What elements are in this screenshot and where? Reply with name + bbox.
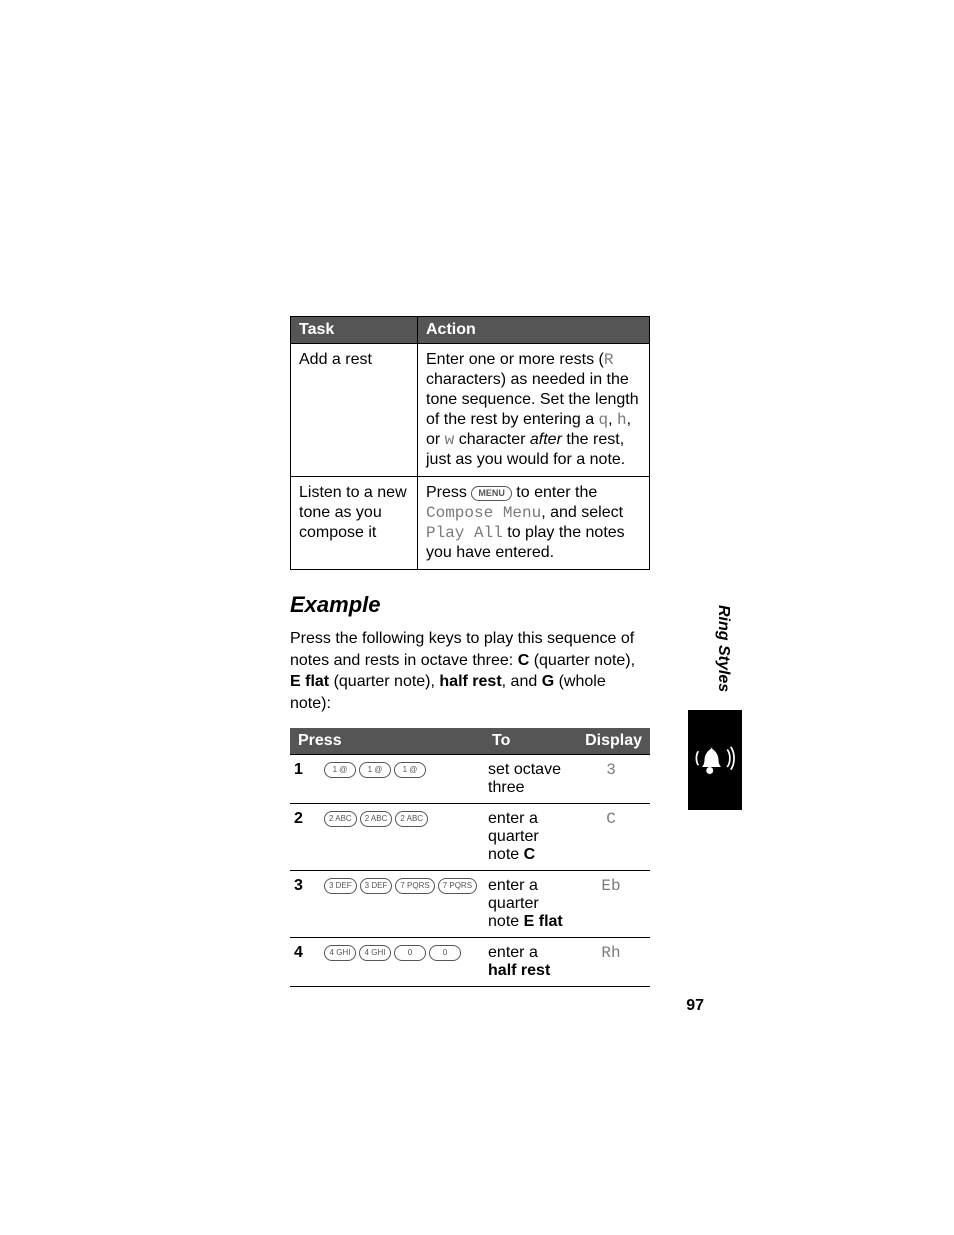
ring-styles-tab-icon [688,710,742,810]
table-row: 11 @1 @1 @set octave three3 [290,755,650,804]
press-header: Press [290,728,484,755]
action-cell: Press MENU to enter the Compose Menu, an… [418,477,650,570]
key-sequence: 2 ABC2 ABC2 ABC [320,804,484,871]
display-cell: C [572,804,650,871]
row-number: 3 [290,871,320,938]
phone-key-icon: 4 GHI [359,945,391,961]
bell-vibrate-icon [694,739,736,781]
phone-key-icon: 2 ABC [395,811,428,827]
phone-key-icon: 0 [394,945,426,961]
phone-key-icon: 3 DEF [324,878,357,894]
phone-key-icon: 3 DEF [360,878,393,894]
action-header: Action [418,317,650,344]
to-cell: set octave three [484,755,572,804]
phone-key-icon: 0 [429,945,461,961]
row-number: 1 [290,755,320,804]
menu-key-icon: MENU [471,486,512,501]
to-cell: enter a half rest [484,938,572,987]
display-cell: Rh [572,938,650,987]
task-cell: Add a rest [291,344,418,477]
table-row: Add a rest Enter one or more rests (R ch… [291,344,650,477]
task-action-table: Task Action Add a rest Enter one or more… [290,316,650,570]
example-heading: Example [290,592,650,618]
row-number: 4 [290,938,320,987]
section-tab-label: Ring Styles [714,605,732,692]
display-cell: Eb [572,871,650,938]
table-row: Listen to a new tone as you compose it P… [291,477,650,570]
key-sequence: 3 DEF3 DEF7 PQRS7 PQRS [320,871,484,938]
task-cell: Listen to a new tone as you compose it [291,477,418,570]
table-row: 44 GHI4 GHI00enter a half restRh [290,938,650,987]
phone-key-icon: 2 ABC [324,811,357,827]
phone-key-icon: 7 PQRS [395,878,434,894]
page-number: 97 [686,997,704,1015]
row-number: 2 [290,804,320,871]
phone-key-icon: 7 PQRS [438,878,477,894]
phone-key-icon: 1 @ [394,762,426,778]
key-sequence: 4 GHI4 GHI00 [320,938,484,987]
press-table: Press To Display 11 @1 @1 @set octave th… [290,728,650,987]
to-cell: enter a quarter note C [484,804,572,871]
phone-key-icon: 1 @ [359,762,391,778]
action-cell: Enter one or more rests (R characters) a… [418,344,650,477]
phone-key-icon: 1 @ [324,762,356,778]
phone-key-icon: 2 ABC [360,811,393,827]
table-row: 33 DEF3 DEF7 PQRS7 PQRSenter a quarter n… [290,871,650,938]
to-header: To [484,728,572,755]
phone-key-icon: 4 GHI [324,945,356,961]
key-sequence: 1 @1 @1 @ [320,755,484,804]
display-cell: 3 [572,755,650,804]
task-header: Task [291,317,418,344]
to-cell: enter a quarter note E flat [484,871,572,938]
example-body: Press the following keys to play this se… [290,628,650,714]
display-header: Display [572,728,650,755]
table-row: 22 ABC2 ABC2 ABCenter a quarter note CC [290,804,650,871]
